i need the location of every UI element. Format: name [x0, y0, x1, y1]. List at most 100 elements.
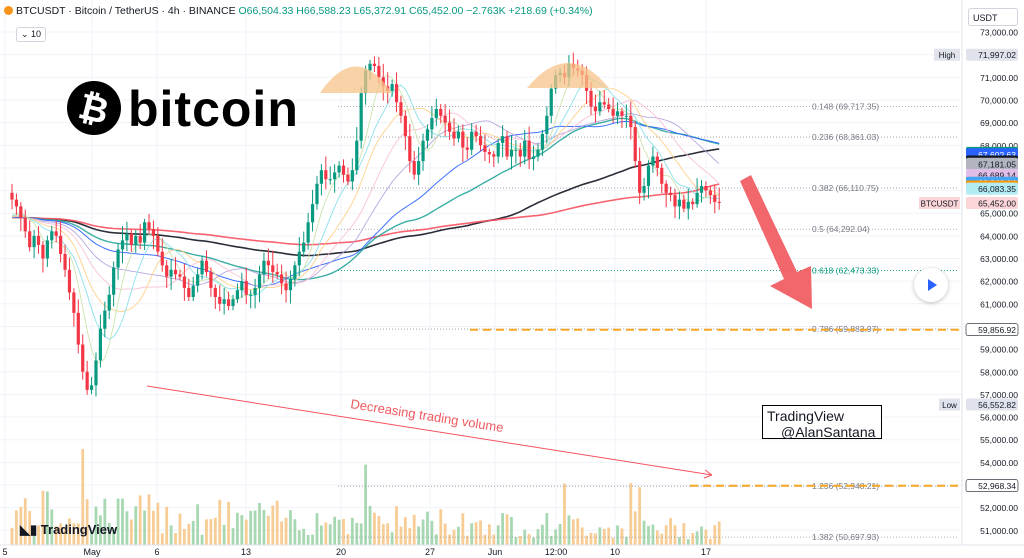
- volume-bar: [297, 530, 301, 545]
- fib-level-label: 0.382 (66,110.75): [812, 183, 879, 193]
- volume-bar: [474, 522, 478, 545]
- volume-bar: [664, 525, 668, 545]
- scroll-to-realtime-button[interactable]: [914, 268, 948, 302]
- tradingview-logo-icon: ◣▮: [20, 522, 38, 537]
- candle-body: [403, 115, 407, 137]
- price-badge-tag-text: BTCUSDT: [921, 199, 959, 208]
- price-tick-label: 73,000.00: [980, 28, 1018, 38]
- volume-bar: [492, 534, 496, 545]
- candle-body: [45, 240, 49, 259]
- candle-body: [509, 149, 514, 157]
- volume-bar: [439, 509, 443, 545]
- price-axis: 51,000.0052,000.0053,000.0054,000.0055,0…: [919, 0, 1024, 558]
- candle-body: [319, 170, 323, 184]
- candle-body: [620, 111, 624, 116]
- candle-body: [664, 183, 668, 193]
- candle-body: [116, 249, 120, 268]
- volume-bar: [213, 517, 217, 545]
- volume-bar: [576, 518, 580, 545]
- candle-body: [346, 174, 350, 182]
- candle-body: [470, 131, 474, 150]
- candle-body: [134, 235, 138, 245]
- volume-bar: [616, 525, 619, 545]
- volume-bar: [377, 516, 381, 545]
- candle-body: [456, 131, 461, 139]
- volume-bar: [85, 499, 89, 545]
- volume-bar: [37, 525, 40, 545]
- volume-bar: [359, 523, 363, 545]
- candle-body: [72, 292, 76, 313]
- volume-bar: [395, 506, 398, 545]
- price-badge-value: 59,856.92: [978, 325, 1016, 335]
- time-tick-label: 5: [2, 547, 7, 557]
- indicator-collapse-toggle[interactable]: ⌄ 10: [16, 27, 47, 42]
- volume-bar: [10, 527, 14, 545]
- volume-bar: [306, 534, 310, 545]
- brand-name: TradingView: [40, 522, 118, 537]
- candle-body: [704, 186, 708, 191]
- moving-average-line: [11, 99, 720, 290]
- candle-body: [191, 285, 195, 298]
- tradingview-logo[interactable]: ◣▮ TradingView: [20, 522, 117, 538]
- candle-body: [447, 122, 452, 132]
- candle-body: [209, 272, 213, 288]
- volume-bar: [284, 517, 288, 545]
- price-badge: [966, 196, 1018, 209]
- price-badge-value: 65,452.00: [978, 198, 1016, 208]
- candle-body: [531, 156, 536, 159]
- volume-bar: [532, 537, 535, 545]
- volume-bar: [138, 495, 142, 545]
- volume-bar: [129, 519, 133, 545]
- volume-bar: [350, 517, 354, 545]
- volume-trend-line: [146, 385, 713, 476]
- currency-selector[interactable]: USDT: [968, 8, 1018, 26]
- candle-body: [505, 136, 509, 157]
- volume-bar: [412, 514, 416, 545]
- volume-bar: [717, 521, 721, 545]
- volume-bar: [607, 527, 611, 545]
- candle-body: [417, 161, 421, 175]
- candle-body: [23, 217, 27, 232]
- double-top-arc-left: [320, 66, 392, 93]
- candle-body: [41, 244, 45, 259]
- price-tick-label: 62,000.00: [980, 277, 1018, 287]
- volume-bar: [373, 512, 376, 545]
- candle-body: [293, 265, 297, 279]
- volume-bar: [258, 503, 261, 545]
- price-tick-label: 58,000.00: [980, 367, 1018, 377]
- volume-bar: [125, 511, 129, 545]
- volume-bar: [231, 528, 235, 545]
- volume-bar: [541, 524, 544, 545]
- fib-level-label: 1.382 (50,697.93): [812, 532, 879, 542]
- candle-body: [421, 140, 425, 162]
- candle-body: [94, 360, 98, 386]
- volume-bar: [182, 528, 186, 545]
- volume-bar: [686, 539, 690, 545]
- price-tick-label: 69,000.00: [980, 118, 1018, 128]
- candle-body: [699, 186, 704, 193]
- candle-body: [156, 235, 160, 252]
- time-tick-label: 20: [336, 547, 346, 557]
- volume-bar: [651, 524, 655, 545]
- price-tick-label: 51,000.00: [980, 526, 1018, 536]
- candle-body: [549, 88, 553, 116]
- candle-body: [28, 231, 32, 248]
- symbol-title[interactable]: BTCUSDT · Bitcoin / TetherUS · 4h · BINA…: [16, 5, 236, 17]
- price-badge-tag-text: Low: [942, 401, 957, 410]
- candle-body: [465, 147, 469, 150]
- volume-bar: [32, 526, 36, 545]
- volume-bar: [59, 523, 63, 545]
- price-badge: [966, 398, 1018, 411]
- volume-bar: [205, 519, 208, 545]
- price-tick-label: 54,000.00: [980, 458, 1018, 468]
- candle-body: [240, 281, 244, 291]
- candle-body: [633, 127, 637, 162]
- volume-bar: [536, 529, 540, 545]
- candle-body: [655, 156, 659, 168]
- candle-body: [204, 260, 209, 273]
- volume-bar: [430, 520, 434, 545]
- volume-bar: [54, 526, 58, 545]
- candle-body: [266, 260, 270, 266]
- candle-body: [399, 102, 403, 116]
